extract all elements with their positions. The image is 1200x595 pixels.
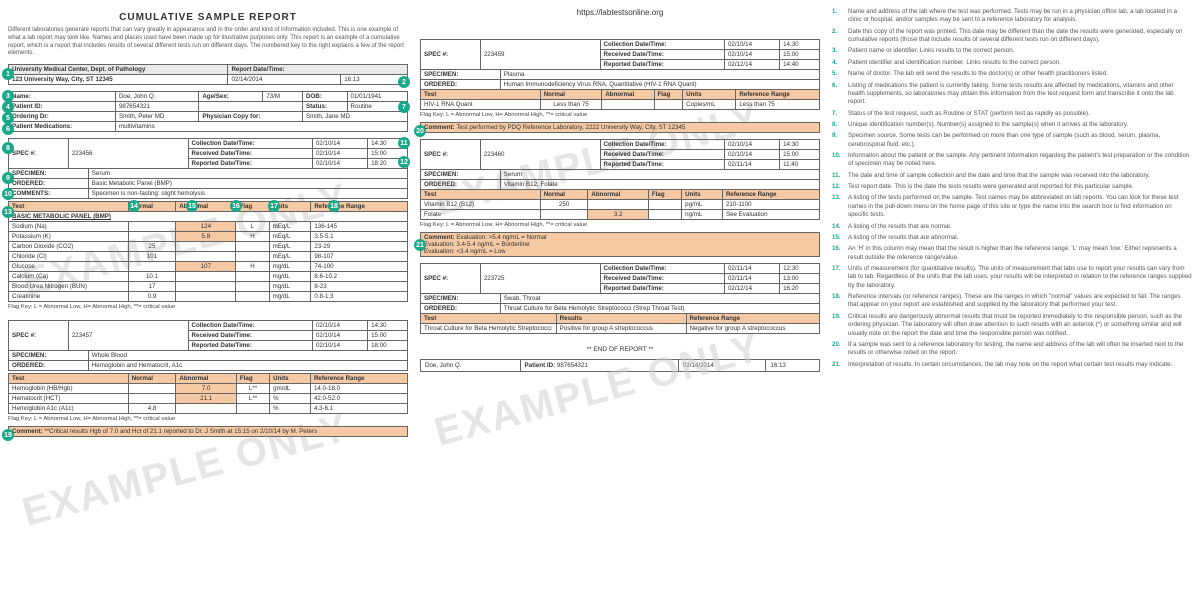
- report-col-2: EXAMPLE ONLY EXAMPLE ONLY https://labtes…: [420, 8, 820, 587]
- patient-table: Name:Doe, John Q.Age/Sex:73/MDOB:01/01/1…: [8, 91, 408, 132]
- panel1-spec: SPEC #:223456Collection Date/Time:02/10/…: [8, 138, 408, 169]
- panel1-info: SPECIMEN:Serum ORDERED:Basic Metabolic P…: [8, 168, 408, 199]
- end-of-report: ** END OF REPORT **: [420, 340, 820, 359]
- badge-12: 12: [398, 156, 410, 168]
- flag-key: Flag Key: L = Abnormal Low, H= Abnormal …: [8, 302, 408, 314]
- panel2-spec: SPEC #:223457Collection Date/Time:02/10/…: [8, 320, 408, 351]
- report-footer: Doe, John Q.Patient ID: 98765432102/14/2…: [420, 359, 820, 372]
- report-title: CUMULATIVE SAMPLE REPORT: [8, 12, 408, 23]
- badge-7: 7: [398, 101, 410, 113]
- report-intro: Different laboratories generate reports …: [8, 27, 408, 58]
- badge-6: 6: [2, 123, 14, 135]
- badge-11: 11: [398, 137, 410, 149]
- report-col-1: EXAMPLE ONLY EXAMPLE ONLY CUMULATIVE SAM…: [8, 8, 408, 587]
- badge-2: 2: [398, 76, 410, 88]
- lab-header-table: University Medical Center, Dept. of Path…: [8, 64, 408, 85]
- badge-19: 19: [2, 429, 14, 441]
- badge-21: 21: [414, 239, 426, 251]
- source-url[interactable]: https://labtestsonline.org: [420, 8, 820, 17]
- panel1-results: TestNormalAbnormalFlagUnitsReference Ran…: [8, 201, 408, 302]
- keyed-notes: Name and address of the lab where the te…: [832, 8, 1192, 587]
- badge-20: 20: [414, 125, 426, 137]
